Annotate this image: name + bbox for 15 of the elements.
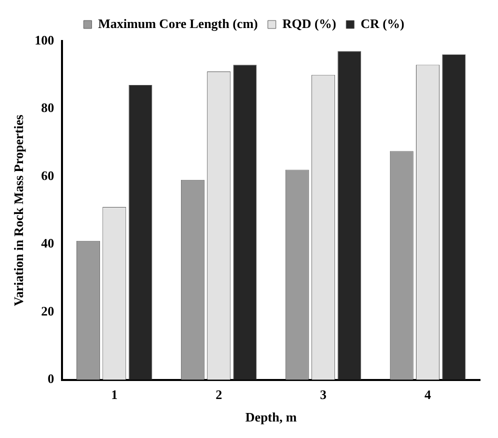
x-tick-label: 2 [216, 386, 222, 402]
x-tick-label: 4 [424, 386, 432, 402]
y-tick-label: 80 [41, 100, 54, 116]
y-tick-label: 60 [41, 168, 54, 183]
x-tick-label: 3 [320, 386, 328, 402]
x-axis-title: Depth, m [245, 410, 297, 425]
legend-label: Maximum Core Length (cm) [98, 16, 258, 31]
y-tick-label: 100 [34, 32, 54, 48]
x-tick-label: 1 [111, 386, 118, 402]
legend-label: CR (%) [360, 16, 404, 31]
legend-label: RQD (%) [282, 16, 336, 31]
y-tick-label: 40 [41, 236, 54, 251]
y-axis-title: Variation in Rock Mass Properties [11, 114, 26, 306]
y-tick-label: 20 [41, 303, 54, 318]
y-tick-label: 0 [48, 371, 54, 386]
